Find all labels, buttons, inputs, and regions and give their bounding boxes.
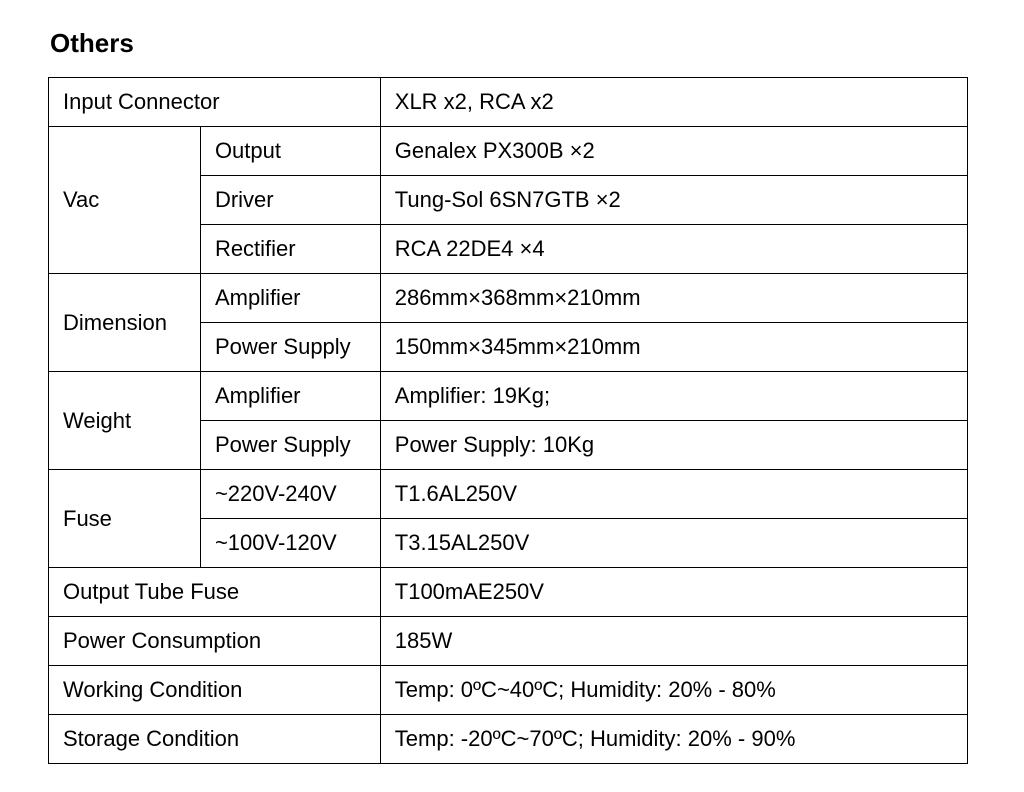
- row-value: 286mm×368mm×210mm: [380, 274, 967, 323]
- spec-table: Input Connector XLR x2, RCA x2 Vac Outpu…: [48, 77, 968, 764]
- row-sublabel: Amplifier: [200, 372, 380, 421]
- row-value: XLR x2, RCA x2: [380, 78, 967, 127]
- row-sublabel: Power Supply: [200, 421, 380, 470]
- row-sublabel: Rectifier: [200, 225, 380, 274]
- row-group-label: Fuse: [49, 470, 201, 568]
- table-row: Dimension Amplifier 286mm×368mm×210mm: [49, 274, 968, 323]
- row-sublabel: Output: [200, 127, 380, 176]
- row-value: 185W: [380, 617, 967, 666]
- table-row: Vac Output Genalex PX300B ×2: [49, 127, 968, 176]
- row-label: Input Connector: [49, 78, 381, 127]
- row-label: Output Tube Fuse: [49, 568, 381, 617]
- row-group-label: Weight: [49, 372, 201, 470]
- row-sublabel: Power Supply: [200, 323, 380, 372]
- row-value: RCA 22DE4 ×4: [380, 225, 967, 274]
- table-row: Working Condition Temp: 0ºC~40ºC; Humidi…: [49, 666, 968, 715]
- section-title: Others: [48, 28, 976, 59]
- row-value: Genalex PX300B ×2: [380, 127, 967, 176]
- table-row: Weight Amplifier Amplifier: 19Kg;: [49, 372, 968, 421]
- row-group-label: Vac: [49, 127, 201, 274]
- row-value: Power Supply: 10Kg: [380, 421, 967, 470]
- row-value: 150mm×345mm×210mm: [380, 323, 967, 372]
- row-value: Temp: -20ºC~70ºC; Humidity: 20% - 90%: [380, 715, 967, 764]
- row-value: Amplifier: 19Kg;: [380, 372, 967, 421]
- row-sublabel: ~100V-120V: [200, 519, 380, 568]
- row-value: Temp: 0ºC~40ºC; Humidity: 20% - 80%: [380, 666, 967, 715]
- row-label: Storage Condition: [49, 715, 381, 764]
- table-row: Power Consumption 185W: [49, 617, 968, 666]
- row-sublabel: Amplifier: [200, 274, 380, 323]
- row-group-label: Dimension: [49, 274, 201, 372]
- table-row: Output Tube Fuse T100mAE250V: [49, 568, 968, 617]
- row-label: Working Condition: [49, 666, 381, 715]
- row-value: T1.6AL250V: [380, 470, 967, 519]
- table-row: Fuse ~220V-240V T1.6AL250V: [49, 470, 968, 519]
- row-value: T100mAE250V: [380, 568, 967, 617]
- row-sublabel: Driver: [200, 176, 380, 225]
- table-row: Storage Condition Temp: -20ºC~70ºC; Humi…: [49, 715, 968, 764]
- row-label: Power Consumption: [49, 617, 381, 666]
- row-value: Tung-Sol 6SN7GTB ×2: [380, 176, 967, 225]
- table-row: Input Connector XLR x2, RCA x2: [49, 78, 968, 127]
- row-sublabel: ~220V-240V: [200, 470, 380, 519]
- row-value: T3.15AL250V: [380, 519, 967, 568]
